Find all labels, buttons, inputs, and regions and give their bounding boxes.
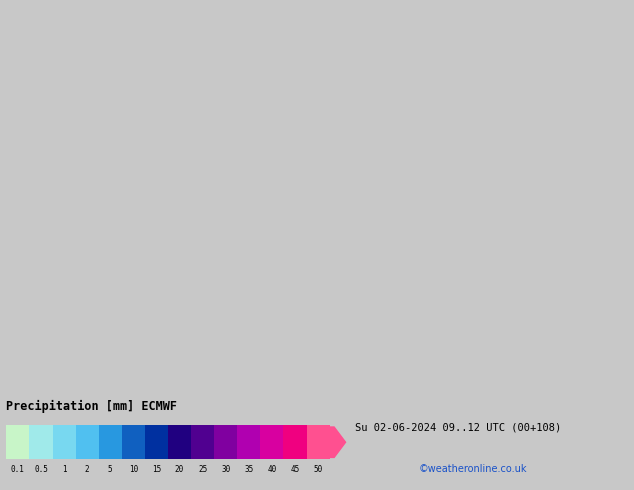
Bar (6, 425, 29, 459)
Text: 0.1: 0.1 (11, 465, 25, 474)
Bar (29, 425, 53, 459)
Bar (145, 425, 168, 459)
Text: 10: 10 (129, 465, 138, 474)
Bar (75, 425, 99, 459)
Bar (168, 425, 191, 459)
Bar (261, 425, 283, 459)
FancyArrow shape (330, 427, 346, 458)
Bar (237, 425, 261, 459)
Bar (99, 425, 122, 459)
Bar (214, 425, 237, 459)
Text: ©weatheronline.co.uk: ©weatheronline.co.uk (418, 465, 527, 474)
Text: 5: 5 (108, 465, 113, 474)
Text: 1: 1 (61, 465, 67, 474)
Bar (283, 425, 307, 459)
Text: 45: 45 (290, 465, 300, 474)
Text: Su 02-06-2024 09..12 UTC (00+108): Su 02-06-2024 09..12 UTC (00+108) (355, 422, 561, 432)
Bar (122, 425, 145, 459)
Text: 0.5: 0.5 (34, 465, 48, 474)
Bar (53, 425, 75, 459)
Bar (191, 425, 214, 459)
Text: 40: 40 (268, 465, 276, 474)
Bar (307, 425, 330, 459)
Text: 30: 30 (221, 465, 230, 474)
Text: 15: 15 (152, 465, 161, 474)
Text: 25: 25 (198, 465, 207, 474)
Text: 35: 35 (244, 465, 254, 474)
Text: 50: 50 (313, 465, 323, 474)
Text: 20: 20 (175, 465, 184, 474)
Text: 2: 2 (85, 465, 89, 474)
Text: Precipitation [mm] ECMWF: Precipitation [mm] ECMWF (6, 400, 178, 413)
